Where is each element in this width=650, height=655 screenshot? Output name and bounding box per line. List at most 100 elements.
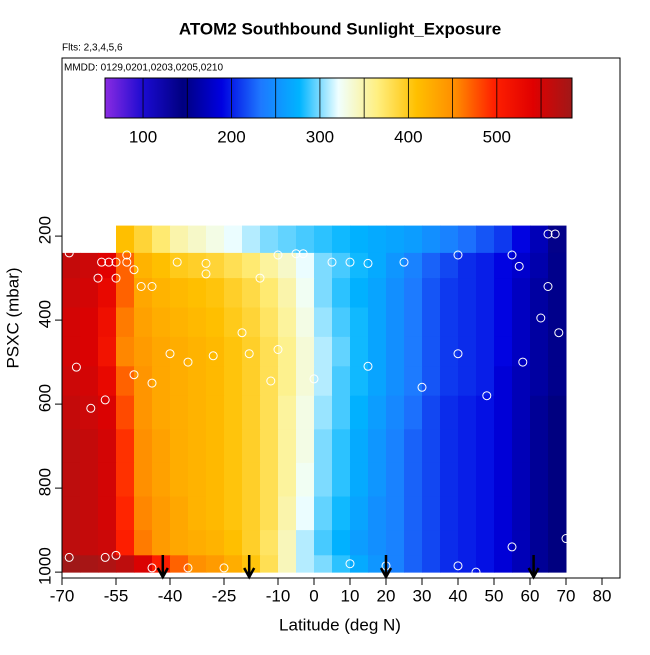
heat-cell bbox=[260, 530, 279, 556]
heat-cell bbox=[422, 225, 441, 254]
heat-cell bbox=[332, 252, 351, 279]
heat-cell bbox=[260, 252, 279, 279]
heat-cell bbox=[512, 336, 531, 367]
heat-cell bbox=[224, 530, 243, 556]
heat-cell bbox=[170, 530, 189, 556]
sample-point bbox=[183, 563, 193, 573]
sample-point bbox=[129, 370, 139, 380]
heat-cell bbox=[386, 462, 405, 498]
x-axis-label: Latitude (deg N) bbox=[279, 615, 401, 634]
heat-cell bbox=[404, 462, 423, 498]
sample-point bbox=[136, 281, 146, 291]
heat-cell bbox=[242, 307, 261, 338]
heat-cell bbox=[494, 252, 513, 279]
sample-point bbox=[273, 345, 283, 355]
heat-cell bbox=[458, 336, 477, 367]
heat-cell bbox=[134, 530, 153, 556]
sample-point bbox=[550, 229, 560, 239]
heat-cell bbox=[242, 252, 261, 279]
heat-cell bbox=[386, 336, 405, 367]
heat-cell bbox=[386, 225, 405, 254]
heat-cell bbox=[98, 395, 117, 430]
heat-cell bbox=[368, 278, 387, 308]
sample-point bbox=[273, 250, 283, 260]
x-tick-label: -40 bbox=[158, 586, 183, 605]
heat-cell bbox=[332, 278, 351, 308]
heat-cell bbox=[296, 429, 315, 464]
x-tick-label: 0 bbox=[309, 586, 318, 605]
sample-point bbox=[147, 563, 157, 573]
heat-cell bbox=[62, 252, 81, 279]
heat-cell bbox=[206, 307, 225, 338]
heat-cell bbox=[458, 225, 477, 254]
sample-point bbox=[219, 563, 229, 573]
heat-cell bbox=[332, 366, 351, 397]
x-tick-label: -25 bbox=[212, 586, 237, 605]
heat-cell bbox=[116, 278, 135, 308]
heat-cell bbox=[404, 336, 423, 367]
heat-cell bbox=[242, 225, 261, 254]
heat-cell bbox=[152, 336, 171, 367]
heat-cell bbox=[260, 278, 279, 308]
heat-cell bbox=[548, 307, 567, 338]
heat-cell bbox=[314, 307, 333, 338]
heat-cell bbox=[476, 462, 495, 498]
heat-cell bbox=[278, 252, 297, 279]
sample-point bbox=[71, 362, 81, 372]
heat-cell bbox=[350, 555, 369, 573]
heat-cell bbox=[440, 530, 459, 556]
flight-marker-head bbox=[156, 567, 169, 580]
sample-point bbox=[104, 257, 114, 267]
heat-cell bbox=[422, 336, 441, 367]
sample-point bbox=[122, 250, 132, 260]
sample-point bbox=[266, 376, 276, 386]
heat-cell bbox=[116, 530, 135, 556]
heat-cell bbox=[296, 225, 315, 254]
heat-cell bbox=[350, 307, 369, 338]
heat-cell bbox=[296, 496, 315, 531]
heat-cell bbox=[512, 395, 531, 430]
heat-cell bbox=[440, 336, 459, 367]
heat-cell bbox=[116, 336, 135, 367]
heat-cell bbox=[116, 395, 135, 430]
heat-cell bbox=[152, 530, 171, 556]
colorbar-tick-label: 200 bbox=[217, 127, 245, 146]
heat-cell bbox=[296, 366, 315, 397]
heat-cell bbox=[494, 496, 513, 531]
sample-point bbox=[291, 249, 301, 259]
heat-cell bbox=[224, 496, 243, 531]
heat-cell bbox=[512, 252, 531, 279]
sample-point bbox=[111, 273, 121, 283]
heat-cell bbox=[206, 366, 225, 397]
sample-point bbox=[417, 382, 427, 392]
heat-cell bbox=[80, 395, 99, 430]
sample-point bbox=[183, 357, 193, 367]
heat-cell bbox=[494, 429, 513, 464]
heat-cell bbox=[224, 555, 243, 573]
sample-point bbox=[561, 534, 571, 544]
heat-cell bbox=[494, 366, 513, 397]
heat-cell bbox=[368, 555, 387, 573]
heat-cell bbox=[224, 429, 243, 464]
heat-cell bbox=[476, 336, 495, 367]
y-tick-label: 800 bbox=[35, 468, 54, 496]
heat-cell bbox=[530, 429, 549, 464]
heat-cell bbox=[260, 395, 279, 430]
heat-cell bbox=[296, 462, 315, 498]
heat-cell bbox=[62, 278, 81, 308]
heat-cell bbox=[206, 395, 225, 430]
heat-cell bbox=[224, 395, 243, 430]
heat-cell bbox=[134, 336, 153, 367]
heat-cell bbox=[476, 496, 495, 531]
heat-cell bbox=[440, 429, 459, 464]
heat-cell bbox=[386, 252, 405, 279]
heat-cell bbox=[494, 395, 513, 430]
heat-cell bbox=[332, 307, 351, 338]
heat-cell bbox=[440, 555, 459, 573]
heat-cell bbox=[134, 252, 153, 279]
heat-cell bbox=[404, 555, 423, 573]
heat-cell bbox=[476, 366, 495, 397]
heat-cell bbox=[188, 555, 207, 573]
heat-cell bbox=[368, 307, 387, 338]
